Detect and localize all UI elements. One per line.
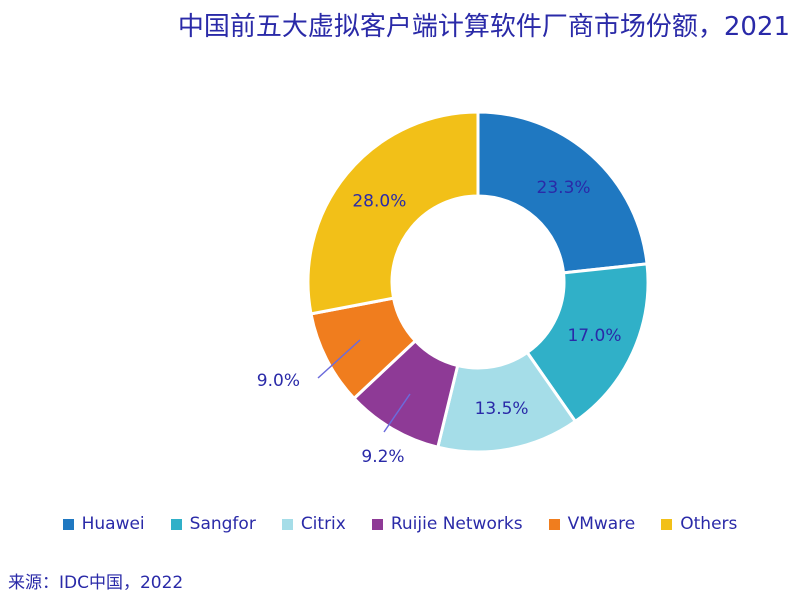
legend-item-huawei: Huawei bbox=[62, 514, 145, 534]
slice-others bbox=[306, 110, 480, 316]
legend-swatch bbox=[281, 518, 293, 530]
legend-swatch bbox=[62, 518, 74, 530]
data-label-sangfor: 17.0% bbox=[567, 326, 621, 346]
legend-item-vmware: VMware bbox=[548, 514, 636, 534]
legend-swatch bbox=[170, 518, 182, 530]
legend-item-others: Others bbox=[661, 514, 737, 534]
source-note: 来源：IDC中国，2022 bbox=[8, 573, 184, 593]
legend-label: Ruijie Networks bbox=[390, 514, 523, 534]
slice-labels: 23.3% 17.0% 13.5% 9.2% 9.0% 28.0% bbox=[257, 178, 622, 467]
legend-label: Others bbox=[680, 514, 738, 534]
legend: Huawei Sangfor Citrix Ruijie Networks VMware… bbox=[0, 514, 800, 534]
data-label-huawei: 23.3% bbox=[537, 178, 591, 198]
legend-swatch bbox=[371, 518, 383, 530]
data-label-ruijie-networks: 9.2% bbox=[361, 447, 404, 467]
legend-item-sangfor: Sangfor bbox=[170, 514, 256, 534]
data-label-others: 28.0% bbox=[352, 191, 406, 211]
legend-label: Citrix bbox=[300, 514, 346, 534]
legend-swatch bbox=[548, 518, 560, 530]
chart-title: 中国前五大虚拟客户端计算软件厂商市场份额，2021 bbox=[177, 12, 790, 42]
legend-label: Huawei bbox=[81, 514, 145, 534]
donut-slices bbox=[306, 110, 650, 454]
legend-item-ruijie-networks: Ruijie Networks bbox=[371, 514, 523, 534]
data-label-citrix: 13.5% bbox=[475, 399, 529, 419]
legend-item-citrix: Citrix bbox=[281, 514, 346, 534]
leader-line-ruijie-networks bbox=[383, 393, 411, 433]
slice-huawei bbox=[476, 110, 649, 275]
legend-swatch bbox=[661, 518, 673, 530]
legend-label: VMware bbox=[567, 514, 636, 534]
slice-sangfor bbox=[525, 262, 650, 424]
data-label-vmware: 9.0% bbox=[257, 371, 300, 391]
legend-label: Sangfor bbox=[189, 514, 256, 534]
leader-line-vmware bbox=[317, 339, 361, 379]
